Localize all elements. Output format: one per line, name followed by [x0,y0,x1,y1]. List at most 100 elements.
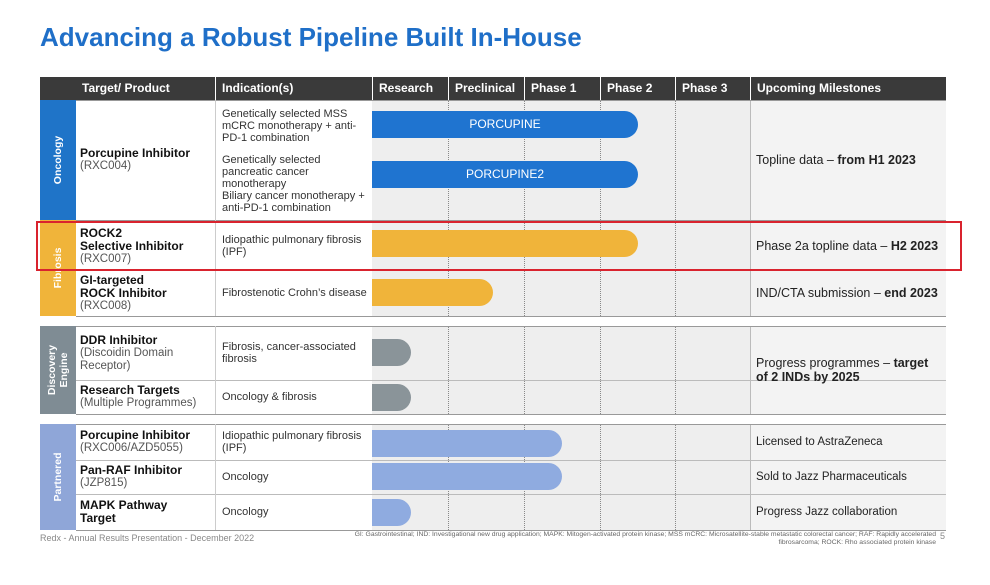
section-top [76,220,946,221]
indication-cell: Genetically selected pancreatic cancer m… [222,150,370,218]
progress-bar [372,339,411,366]
indication-text-span: Oncology [222,471,269,483]
target-code-text: (Discoidin Domain Receptor) [80,346,174,372]
indication-text-span: Oncology & fibrosis [222,391,317,403]
column-header: Indication(s) [215,77,372,100]
indication-border [215,220,216,316]
target-name: ROCK2 [80,225,212,240]
target-cell: DDR Inhibitor (Discoidin Domain Receptor) [80,326,212,380]
milestone-cell: Progress programmes – target of 2 INDs b… [756,326,942,414]
indication-text-span: Oncology [222,506,269,518]
target-code: (JZP815) [80,477,212,490]
indication-text-span: Fibrostenotic Crohn’s disease [222,287,367,299]
progress-bar [372,384,411,411]
milestone-text-span: Topline data – [756,153,838,167]
indication-cell: Oncology & fibrosis [222,380,370,414]
milestone-bold: end 2023 [884,286,938,300]
milestone-text-span: Sold to Jazz Pharmaceuticals [756,471,907,483]
indication-text-span: Biliary cancer monotherapy + anti-PD-1 c… [222,190,365,214]
section-label-text: Partnered [52,452,64,502]
phase-divider [524,326,525,414]
section-side: Oncology [40,100,76,220]
column-header: Phase 2 [600,77,675,100]
target-code: (Discoidin Domain Receptor) [80,347,212,373]
phase-divider [448,326,449,414]
section-side: Discovery Engine [40,326,76,414]
indication-text: Biliary cancer monotherapy + anti-PD-1 c… [222,190,370,214]
phase-divider [675,326,676,414]
milestone-cell: Phase 2a topline data – H2 2023 [756,222,942,270]
milestone-cell: Sold to Jazz Pharmaceuticals [756,460,942,494]
target-cell: Pan-RAF Inhibitor (JZP815) [80,460,212,494]
target-cell: ROCK2 Selective Inhibitor (RXC007) [80,222,212,270]
target-cell: MAPK Pathway Target [80,494,212,530]
milestone-text-span: IND/CTA submission – [756,286,885,300]
phase-divider [600,220,601,316]
target-code: (Multiple Programmes) [80,397,212,410]
milestone-text: Sold to Jazz Pharmaceuticals [756,470,907,484]
footer: Redx - Annual Results Presentation - Dec… [40,533,255,543]
milestone-cell: Topline data – from H1 2023 [756,100,942,220]
target-name-text: ROCK2 [80,225,123,240]
target-code: (RXC007) [80,253,212,266]
indication-text: Idiopathic pulmonary fibrosis (IPF) [222,430,370,454]
page-number: 5 [940,531,946,541]
milestone-area [750,424,946,530]
milestone-text: Phase 2a topline data – H2 2023 [756,239,938,253]
target-name-text: Selective Inhibitor [80,238,184,253]
section-label-text: Oncology [52,135,64,185]
target-name-text: Target [80,511,116,525]
bar-label: PORCUPINE [469,117,541,131]
milestone-text-span: Progress programmes – [756,356,894,370]
target-name-text: MAPK Pathway [80,498,168,512]
section-bottom [76,414,946,415]
target-name: DDR Inhibitor [80,332,212,347]
target-name: Target [80,512,212,525]
indication-text-span: Idiopathic pulmonary fibrosis (IPF) [222,234,362,258]
target-name-text: Porcupine Inhibitor [80,428,190,442]
section-label: Discovery Engine [44,329,72,411]
phase-divider [448,220,449,316]
row-divider [76,380,946,381]
indication-text-span: Fibrosis, cancer-associated fibrosis [222,341,356,365]
target-name: MAPK Pathway [80,499,212,512]
target-name-text: Porcupine Inhibitor [80,146,190,160]
target-code-text: (Multiple Programmes) [80,397,197,409]
target-name: Pan-RAF Inhibitor [80,464,212,477]
phase-divider [600,326,601,414]
indication-text: Idiopathic pulmonary fibrosis (IPF) [222,234,370,258]
phase-divider [600,100,601,220]
target-cell: Porcupine Inhibitor (RXC004) [80,100,212,220]
indication-cell: Oncology [222,494,370,530]
indication-border [215,326,216,414]
milestone-text: IND/CTA submission – end 2023 [756,286,938,300]
section-label-text: Discovery Engine [46,344,70,396]
milestone-area [750,220,946,316]
milestone-text: Licensed to AstraZeneca [756,435,883,449]
target-name-text: ROCK Inhibitor [80,285,167,300]
target-name-text: Pan-RAF Inhibitor [80,463,182,477]
target-name-text: GI-targeted [80,272,145,287]
target-code-text: (RXC008) [80,299,132,312]
target-name: GI-targeted [80,272,212,287]
column-header: Upcoming Milestones [750,77,946,100]
indication-text: Genetically selected MSS mCRC monotherap… [222,108,370,144]
target-name-text: DDR Inhibitor [80,332,158,347]
target-cell: Porcupine Inhibitor (RXC006/AZD5055) [80,424,212,460]
indication-text: Oncology & fibrosis [222,391,370,403]
section-bottom [76,316,946,317]
progress-bar: PORCUPINE2 [372,161,638,188]
highlight-box [36,221,962,271]
target-cell: Research Targets (Multiple Programmes) [80,380,212,414]
progress-bar [372,430,562,457]
row-divider [76,494,946,495]
milestone-cell: Progress Jazz collaboration [756,494,942,530]
progress-bar: PORCUPINE [372,111,638,138]
milestone-text: Topline data – from H1 2023 [756,153,916,167]
section-bottom [76,530,946,531]
indication-border [215,100,216,220]
phase-divider [675,220,676,316]
target-name: Porcupine Inhibitor [80,147,212,160]
progress-bar [372,279,493,306]
target-code: (RXC008) [80,300,212,313]
